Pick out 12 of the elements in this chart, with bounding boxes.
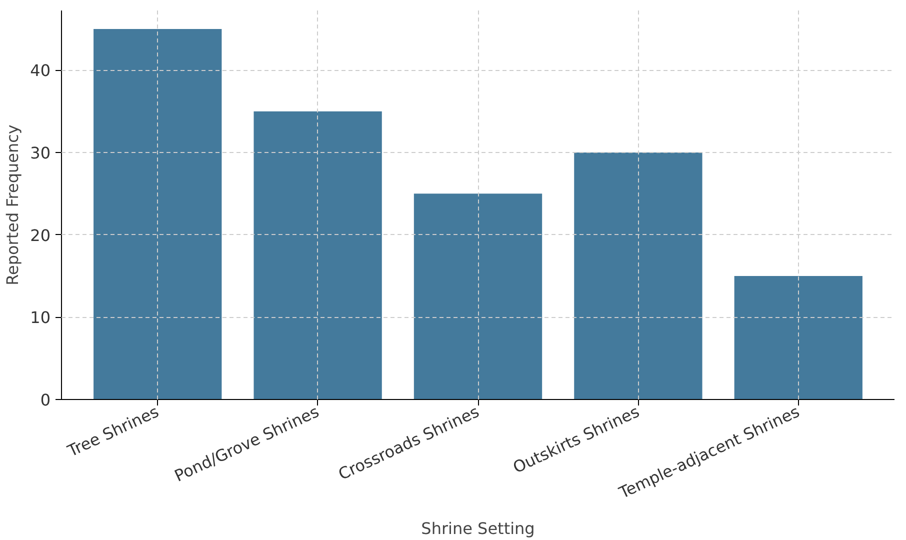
y-tick-label: 30 xyxy=(30,144,50,163)
bar xyxy=(734,276,862,400)
bar xyxy=(94,29,222,400)
x-axis-title: Shrine Setting xyxy=(421,518,535,538)
y-tick-label: 10 xyxy=(30,308,50,328)
y-tick-label: 20 xyxy=(30,226,50,245)
y-tick-label: 0 xyxy=(40,390,51,410)
bar xyxy=(414,194,542,400)
y-tick-label: 40 xyxy=(30,61,50,80)
bar xyxy=(574,152,702,400)
y-axis-title: Reported Frequency xyxy=(3,124,22,286)
bar xyxy=(254,111,382,400)
